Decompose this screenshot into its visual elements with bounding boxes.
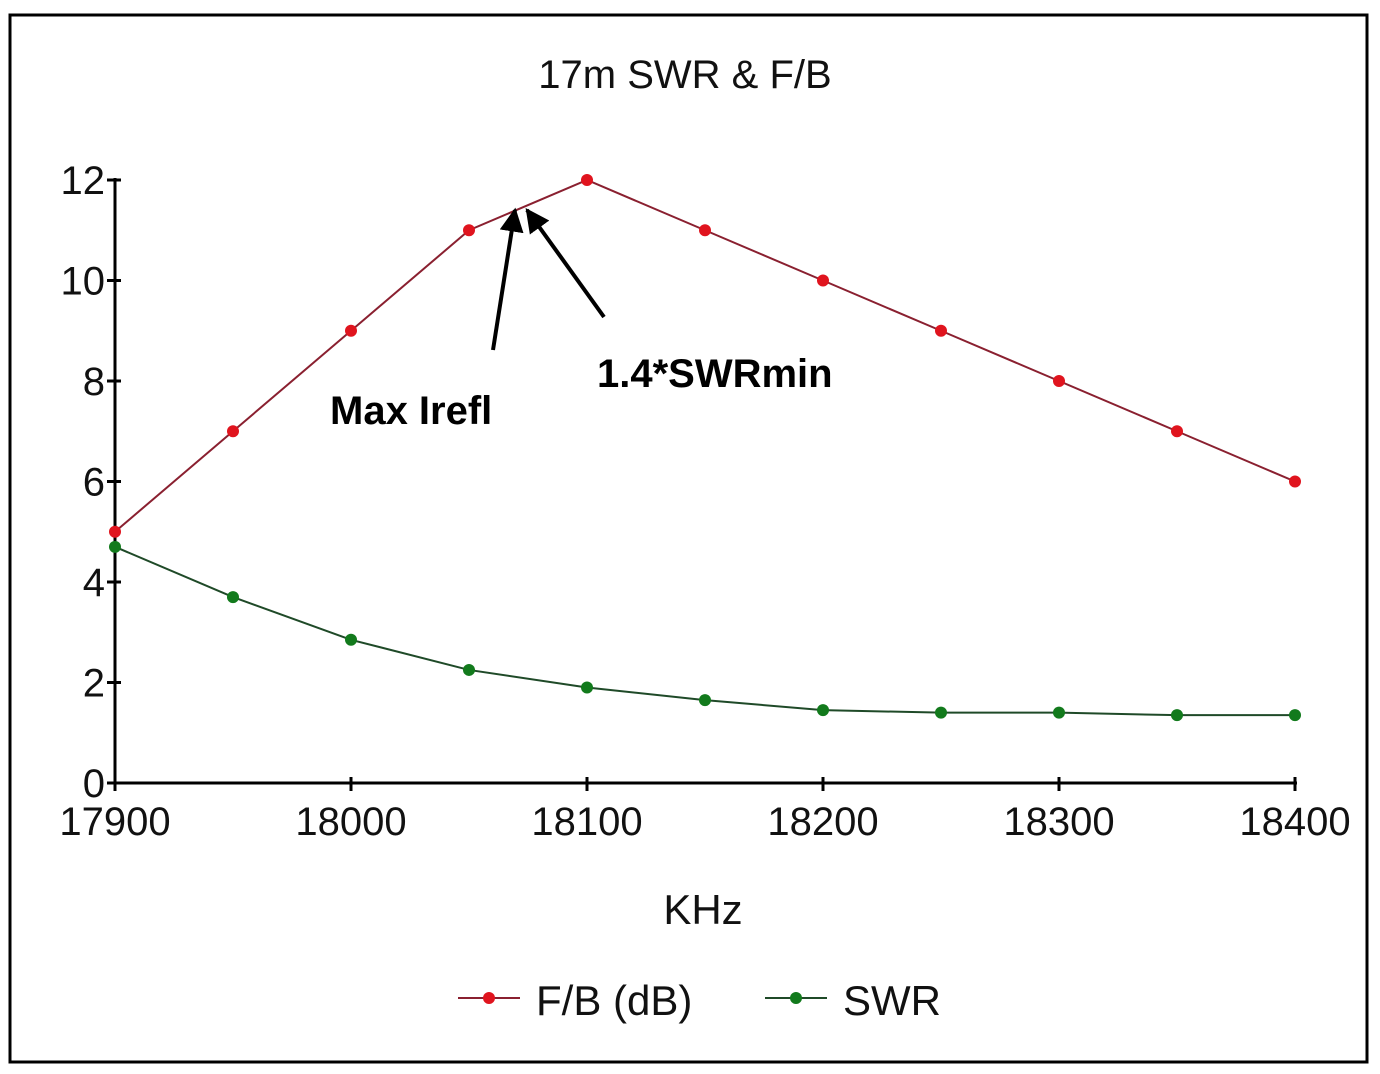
data-point xyxy=(1289,475,1301,488)
y-tick-label: 4 xyxy=(83,561,105,605)
legend-marker xyxy=(790,992,802,1004)
data-point xyxy=(581,681,593,694)
data-point xyxy=(699,224,711,237)
data-point xyxy=(699,694,711,707)
data-point xyxy=(935,706,947,719)
y-tick-label: 12 xyxy=(61,159,106,203)
y-tick-label: 0 xyxy=(83,762,105,806)
data-point xyxy=(1053,706,1065,719)
data-point xyxy=(227,591,239,604)
data-point xyxy=(817,274,829,287)
x-tick-label: 18200 xyxy=(767,800,878,844)
data-point xyxy=(463,663,475,676)
axes: 0 2 4 6 8 10 12 17900 18000 18100 18200 18300 18400 xyxy=(59,159,1350,844)
data-point xyxy=(227,425,239,438)
chart-title: 17m SWR & F/B xyxy=(538,53,831,97)
annotation-max-irefl: Max Irefl xyxy=(330,389,492,433)
y-tick-label: 6 xyxy=(83,461,105,505)
y-tick-label: 8 xyxy=(83,360,105,404)
x-tick-label: 17900 xyxy=(59,800,170,844)
legend-label: F/B (dB) xyxy=(536,977,692,1024)
x-tick-label: 18100 xyxy=(531,800,642,844)
data-point xyxy=(463,224,475,237)
data-point xyxy=(1053,375,1065,387)
y-tick-label: 10 xyxy=(61,260,106,304)
data-point xyxy=(817,704,829,717)
legend: F/B (dB) SWR xyxy=(458,977,941,1024)
data-point xyxy=(1289,709,1301,722)
data-point xyxy=(109,540,121,553)
data-point xyxy=(345,324,357,337)
x-tick-label: 18300 xyxy=(1003,800,1114,844)
annotation-swrmin: 1.4*SWRmin xyxy=(597,352,833,396)
arrow-max-irefl xyxy=(491,207,524,351)
data-point xyxy=(345,633,357,646)
data-point xyxy=(1171,709,1183,722)
data-point xyxy=(1171,425,1183,438)
x-tick-label: 18000 xyxy=(295,800,406,844)
x-tick-label: 18400 xyxy=(1239,800,1350,844)
x-axis-label: KHz xyxy=(663,886,742,933)
data-point xyxy=(109,525,121,538)
legend-marker xyxy=(483,992,495,1004)
annotations: Max Irefl 1.4*SWRmin xyxy=(330,207,833,433)
arrow-swrmin xyxy=(525,208,606,319)
data-point xyxy=(935,324,947,337)
data-point xyxy=(581,174,593,186)
y-tick-label: 2 xyxy=(83,662,105,706)
legend-label: SWR xyxy=(843,977,941,1024)
chart-border xyxy=(8,13,1369,1064)
series-group xyxy=(109,174,1301,722)
